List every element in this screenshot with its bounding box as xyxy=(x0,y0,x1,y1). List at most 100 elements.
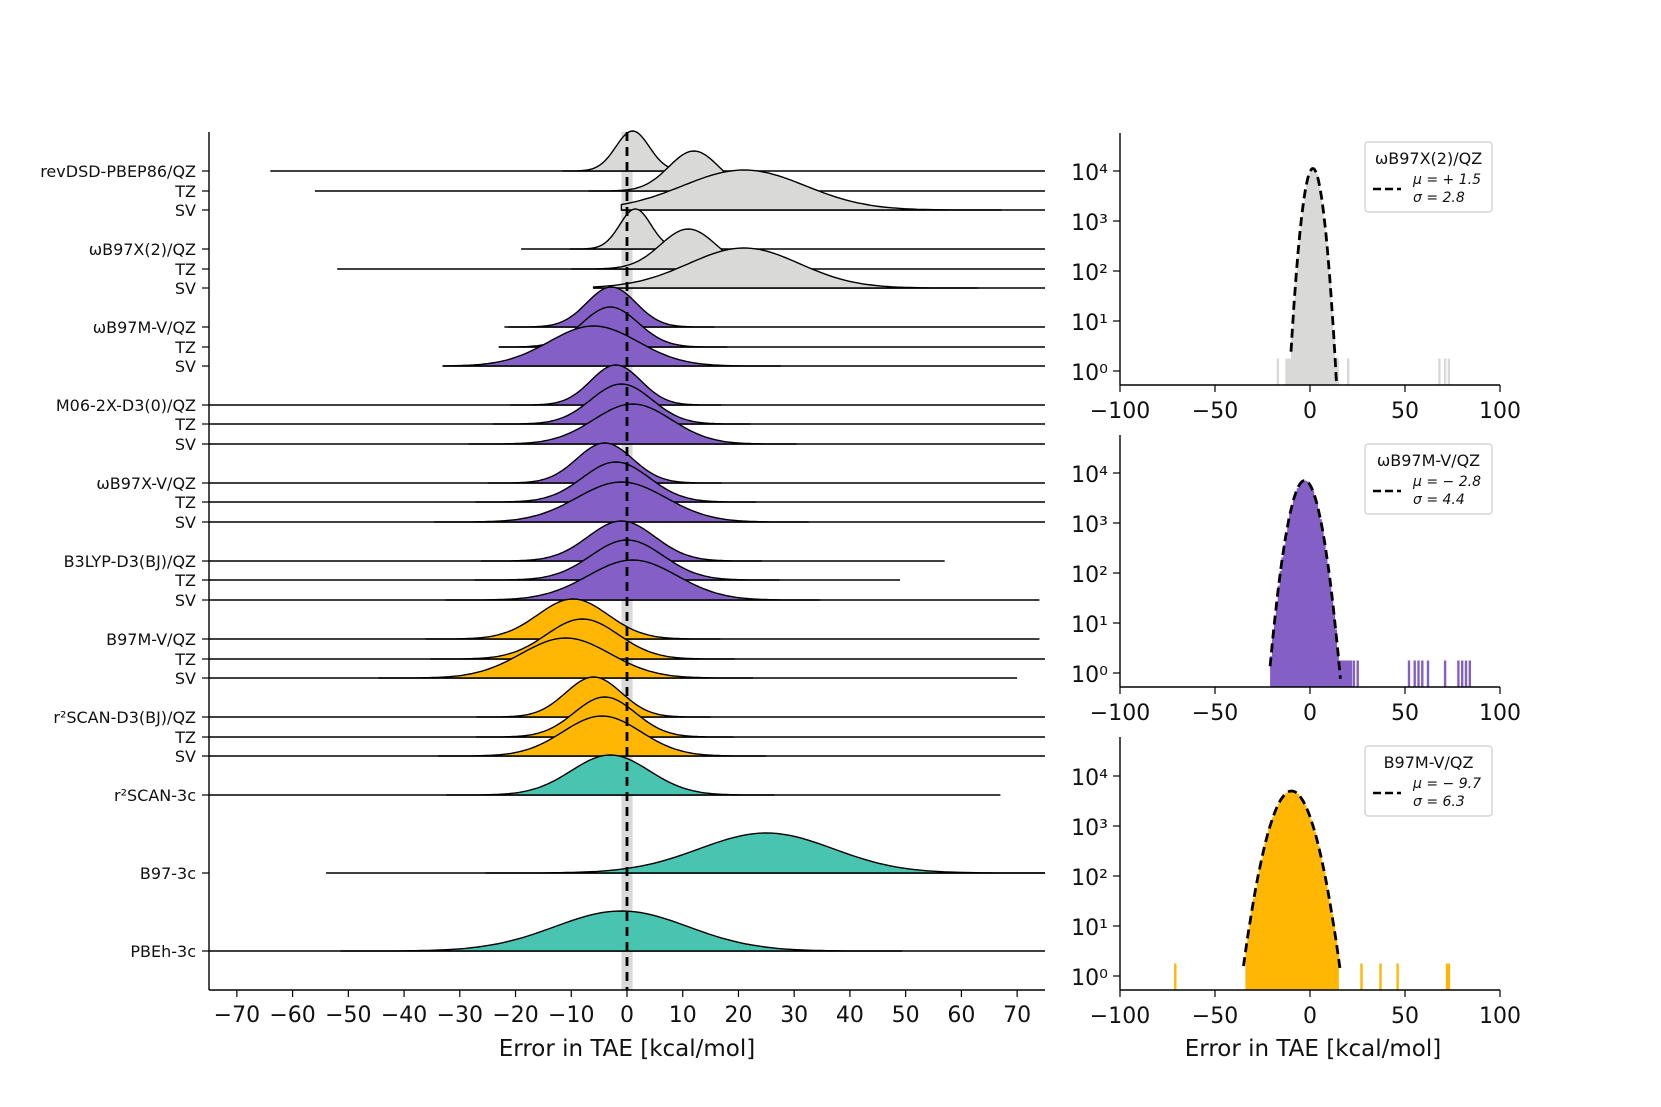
x-tick-label: 50 xyxy=(1391,1004,1419,1029)
histogram-bar xyxy=(1273,618,1277,687)
histogram-bar xyxy=(1291,336,1294,385)
ridge-label: ωB97X(2)/QZ xyxy=(89,240,196,259)
y-tick-label: 10⁰ xyxy=(1071,663,1108,688)
legend-title: B97M-V/QZ xyxy=(1384,753,1474,772)
ridge-label: SV xyxy=(175,513,196,532)
histogram-bar xyxy=(1310,169,1313,385)
histogram-bar xyxy=(1329,280,1332,385)
histogram-bar xyxy=(1342,660,1345,687)
ridge-density xyxy=(434,481,809,523)
x-tick-label: 50 xyxy=(1391,399,1419,424)
histogram-bar xyxy=(1291,791,1294,990)
histogram-outlier xyxy=(1426,660,1430,687)
x-tick-label: −60 xyxy=(269,1003,315,1028)
histogram-bar xyxy=(1281,797,1284,990)
x-tick-label: 100 xyxy=(1479,1004,1521,1029)
ridge-density xyxy=(485,832,1045,874)
histogram-bar xyxy=(1327,891,1330,990)
histogram-outlier xyxy=(1352,660,1356,687)
histogram-bar xyxy=(1336,648,1339,687)
histogram-bar xyxy=(1247,933,1250,990)
ridge-density xyxy=(468,403,797,445)
x-tick-label: 0 xyxy=(1303,1004,1317,1029)
histogram-bar xyxy=(1308,814,1311,990)
histogram-bar xyxy=(1302,480,1305,687)
y-tick-label: 10² xyxy=(1071,261,1108,286)
ridge-label: TZ xyxy=(174,728,196,747)
ridge-label: B97M-V/QZ xyxy=(106,630,196,649)
ridge-density xyxy=(445,559,820,601)
legend-sigma: σ = 4.4 xyxy=(1413,492,1465,508)
histogram-bar xyxy=(1260,859,1263,990)
histogram-bar xyxy=(1308,483,1311,687)
histogram-bar xyxy=(1298,236,1301,385)
fit-curve xyxy=(1242,789,1342,972)
histogram-bar xyxy=(1251,909,1254,990)
y-tick-label: 10³ xyxy=(1071,816,1108,841)
ridge-label: B97-3c xyxy=(140,864,196,883)
histogram-bar xyxy=(1294,792,1298,990)
histogram-bar xyxy=(1302,203,1305,385)
histogram-bar xyxy=(1302,801,1305,990)
histogram-bar xyxy=(1336,358,1339,385)
ridge-label: PBEh-3c xyxy=(130,942,196,961)
histogram-bar xyxy=(1315,502,1318,687)
histogram-bar xyxy=(1285,793,1288,990)
ridge-label: ωB97X-V/QZ xyxy=(96,474,196,493)
ridge-label: SV xyxy=(175,279,196,298)
histogram-outlier xyxy=(1461,660,1464,687)
y-tick-label: 10⁴ xyxy=(1071,161,1108,186)
x-tick-label: −50 xyxy=(325,1003,371,1028)
ridge-density xyxy=(446,754,775,796)
ridge-density xyxy=(340,910,903,952)
x-tick-label: −100 xyxy=(1090,1004,1150,1029)
ridge-label: SV xyxy=(175,669,196,688)
histogram-bar xyxy=(1294,280,1298,385)
ridge-label: TZ xyxy=(174,338,196,357)
histogram-bar xyxy=(1321,203,1324,385)
histogram-bar xyxy=(1313,831,1317,990)
histogram-bar xyxy=(1298,484,1301,687)
histogram-bar xyxy=(1291,505,1294,687)
histogram-bar xyxy=(1304,480,1307,687)
x-tick-label: −100 xyxy=(1090,399,1150,424)
legend-sigma: σ = 6.3 xyxy=(1413,794,1465,810)
legend-mu: μ = + 1.5 xyxy=(1412,172,1481,188)
histogram-bar xyxy=(1304,190,1307,385)
histogram-bar xyxy=(1279,800,1282,990)
histogram-bar xyxy=(1334,938,1337,990)
histogram-bar xyxy=(1315,174,1318,385)
histogram-bar xyxy=(1296,793,1299,990)
histogram-outlier xyxy=(1421,660,1424,687)
histogram-bar xyxy=(1329,902,1332,990)
ridge-label: SV xyxy=(175,747,196,766)
histogram-bar xyxy=(1317,181,1320,385)
x-tick-label: −40 xyxy=(381,1003,427,1028)
histogram-panel-wB97M-V: 10⁰ 10¹ 10² 10³ 10⁴ −100 −50 0 50 100 ωB97M-V/QZ μ … xyxy=(1071,435,1521,726)
ridge-label: SV xyxy=(175,435,196,454)
ridge-density xyxy=(425,598,721,640)
histogram-bar xyxy=(1273,812,1277,990)
x-tick-label: −50 xyxy=(1192,1004,1238,1029)
ridge-label: TZ xyxy=(174,493,196,512)
histogram-bar xyxy=(1310,819,1313,990)
histogram-bar xyxy=(1289,513,1292,687)
histogram-bar xyxy=(1340,660,1343,687)
ridge-label: ωB97M-V/QZ xyxy=(93,318,196,337)
histogram-bar xyxy=(1330,595,1334,687)
x-tick-label: −100 xyxy=(1090,701,1150,726)
histogram-bar xyxy=(1292,791,1296,990)
x-tick-label: −20 xyxy=(492,1003,538,1028)
histogram-x-axis-label: Error in TAE [kcal/mol] xyxy=(1185,1036,1442,1062)
histogram-bar xyxy=(1313,169,1317,385)
histogram-bar xyxy=(1289,791,1292,990)
histogram-bar xyxy=(1264,843,1267,990)
histogram-bar xyxy=(1285,358,1288,385)
histogram-bar xyxy=(1330,913,1334,990)
histogram-bar xyxy=(1249,921,1252,990)
histogram-outlier xyxy=(1443,660,1447,687)
histogram-bar xyxy=(1325,236,1328,385)
x-tick-label: 100 xyxy=(1479,701,1521,726)
x-tick-label: −10 xyxy=(548,1003,594,1028)
histogram-bar xyxy=(1349,660,1353,687)
